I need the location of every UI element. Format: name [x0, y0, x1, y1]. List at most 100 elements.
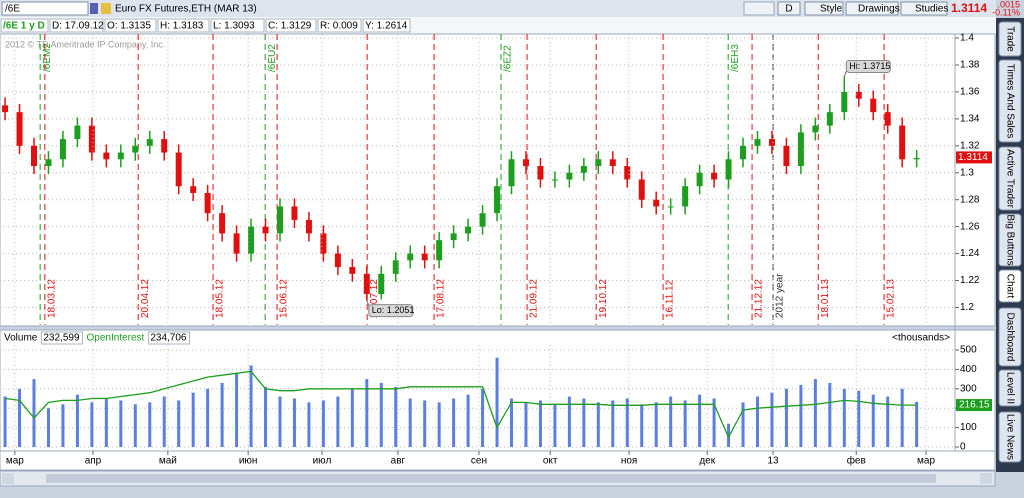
volume-bar — [264, 386, 268, 447]
y-tick-label: 1.26 — [960, 221, 980, 232]
legend-name: OpenInterest — [87, 333, 145, 344]
x-tick-label: апр — [85, 456, 102, 467]
legend-value: 234,706 — [150, 333, 187, 344]
volume-bar — [770, 392, 774, 447]
side-tab-label[interactable]: Live News — [1004, 414, 1015, 460]
volume-bar — [799, 384, 803, 447]
symbol-dropdown[interactable] — [90, 3, 98, 14]
last-value-tag-label: 216.15 — [959, 400, 990, 411]
candle-body — [682, 186, 689, 207]
event-label: 17.08.12 — [436, 279, 447, 318]
candle-body — [725, 159, 732, 180]
candle-body — [768, 139, 775, 146]
volume-bar — [3, 396, 7, 447]
style-label[interactable]: Style — [820, 4, 843, 15]
last-price-tag-label: 1.3114 — [958, 152, 988, 163]
volume-bar — [379, 382, 383, 447]
candle-body — [233, 233, 240, 254]
volume-bar — [423, 400, 427, 447]
candle-body — [812, 125, 819, 133]
volume-bar — [596, 402, 600, 447]
volume-bar — [249, 365, 253, 447]
side-tab-label[interactable]: Big Buttons — [1004, 214, 1015, 265]
side-tab[interactable] — [998, 213, 1022, 267]
link-icon[interactable] — [101, 3, 111, 14]
symbol-input[interactable] — [1, 1, 89, 16]
volume-bar — [640, 404, 644, 447]
info-item: R: 0.009 — [320, 21, 358, 32]
side-tab-label[interactable]: Active Trader — [1004, 149, 1015, 209]
candle-body — [797, 132, 804, 167]
tool-icons[interactable] — [743, 1, 775, 16]
drawings-label[interactable]: Drawings — [858, 4, 900, 15]
volume-bar — [510, 398, 514, 447]
candle-body — [378, 273, 385, 295]
volume-bar — [466, 394, 470, 447]
volume-bar — [755, 396, 759, 447]
drawings-button[interactable] — [845, 1, 899, 16]
candle-body — [305, 219, 312, 234]
info-box — [104, 18, 157, 33]
volume-bar — [495, 357, 499, 447]
aggregation-label[interactable]: D — [785, 4, 792, 15]
y-tick-label: 1.3 — [960, 167, 974, 178]
event-label: 18.03.12 — [46, 279, 57, 318]
volume-bar — [683, 400, 687, 447]
event-label: 2012 year — [775, 273, 786, 318]
event-label: /6EZ2 — [503, 45, 514, 72]
studies-button[interactable] — [900, 1, 948, 16]
info-item: D: 17.09.12 — [52, 21, 104, 32]
volume-bar — [611, 400, 615, 447]
volume-bar — [915, 401, 919, 447]
y-tick-label: 1.32 — [960, 140, 980, 151]
candle-body — [711, 172, 718, 180]
volume-bar — [177, 400, 181, 447]
side-tab-label[interactable]: Trade — [1004, 26, 1015, 52]
side-tab-label[interactable]: Times And Sales — [1004, 64, 1015, 139]
event-label: /6EU2 — [267, 44, 278, 72]
side-tab[interactable] — [998, 411, 1022, 463]
side-tab[interactable] — [998, 146, 1022, 211]
symbol[interactable]: /6E — [5, 4, 20, 15]
candle-body — [537, 166, 544, 180]
side-tab[interactable] — [998, 307, 1022, 367]
volume-bar — [365, 379, 369, 447]
aggregation-button[interactable] — [777, 1, 801, 16]
annotation-label: Lo: 1.2051 — [372, 305, 415, 315]
scroll-thumb[interactable] — [46, 474, 936, 483]
x-tick-label: июл — [313, 456, 332, 467]
event-label: 19.10.12 — [598, 279, 609, 318]
info-item: /6E 1 y D — [3, 21, 45, 32]
annotation-label: Hi: 1.3715 — [849, 61, 890, 71]
event-label: 20.04.12 — [140, 279, 151, 318]
style-button[interactable] — [804, 1, 844, 16]
info-box — [362, 18, 411, 33]
candle-body — [45, 159, 52, 167]
scroll-right[interactable] — [980, 473, 992, 484]
legend-value-box — [147, 331, 190, 345]
candle-body — [146, 139, 153, 146]
candle-body — [609, 159, 616, 167]
side-tab[interactable] — [998, 59, 1022, 143]
info-item: L: 1.3093 — [213, 21, 255, 32]
event-label: 21.09.12 — [529, 279, 540, 318]
side-tab-label[interactable]: Dashboard — [1004, 313, 1015, 362]
side-tab[interactable] — [998, 21, 1022, 57]
side-tab-label[interactable]: Level II — [1004, 372, 1015, 404]
volume-bar — [828, 382, 832, 447]
candle-body — [624, 166, 631, 180]
scroll-left[interactable] — [2, 473, 14, 484]
candle-body — [204, 192, 211, 214]
info-item: O: 1.3135 — [107, 21, 151, 32]
side-tab[interactable] — [998, 369, 1022, 407]
studies-label[interactable]: Studies — [915, 4, 948, 15]
side-tab[interactable] — [998, 269, 1022, 303]
volume-bar — [567, 396, 571, 447]
info-box — [0, 18, 49, 33]
side-tab-label[interactable]: Chart — [1004, 274, 1015, 299]
y-tick-label: 1.24 — [960, 248, 980, 259]
volume-bar — [857, 390, 861, 447]
volume-bar — [698, 394, 702, 447]
volume-bar — [481, 388, 485, 447]
event-label: 15.02.13 — [886, 279, 897, 318]
